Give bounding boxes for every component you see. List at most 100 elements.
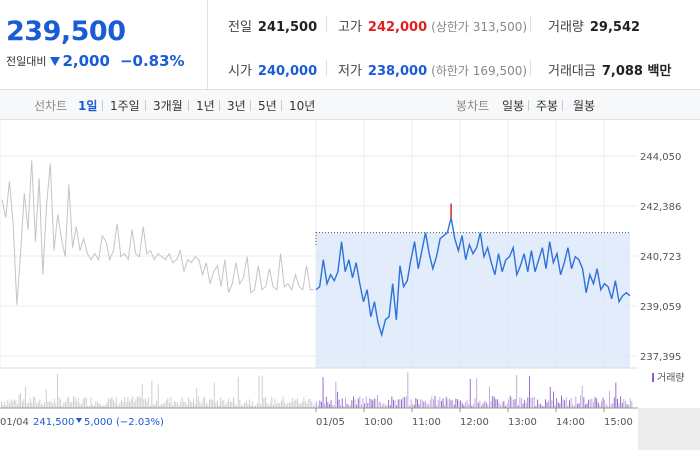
- volume-bars: [1, 372, 633, 408]
- x-tick-label: 10:00: [364, 417, 393, 428]
- divider: [102, 100, 103, 111]
- volume-bar: [282, 396, 284, 408]
- volume-bar: [266, 402, 268, 408]
- candle-monthly-button[interactable]: 월봉: [573, 99, 596, 113]
- volume-bar: [533, 396, 535, 408]
- volume-bar: [436, 405, 438, 408]
- volume-bar: [141, 383, 143, 408]
- period-1y-button[interactable]: 1년: [196, 99, 215, 113]
- volume-bar: [604, 400, 606, 408]
- volume-bar: [385, 405, 386, 408]
- line-chart-label: 선차트: [34, 99, 68, 113]
- volume-bar: [197, 396, 199, 408]
- period-3m-button[interactable]: 3개월: [153, 99, 183, 113]
- volume-bar: [21, 401, 23, 408]
- volume-bar: [169, 402, 170, 408]
- prev-day-change-percent: (−2.03%): [116, 417, 164, 428]
- period-10y-button[interactable]: 10년: [289, 99, 316, 113]
- volume-bar: [468, 404, 470, 408]
- volume-bar: [89, 405, 90, 408]
- volume-bar: [615, 382, 617, 408]
- volume-bar: [85, 397, 87, 408]
- volume-bar: [129, 401, 130, 408]
- volume-bar: [506, 403, 508, 408]
- volume-bar: [188, 397, 190, 408]
- volume-bar: [114, 402, 116, 408]
- volume-bar: [628, 404, 630, 408]
- volume-bar: [244, 402, 246, 408]
- stat-prev-close: 전일 241,500: [228, 20, 318, 35]
- volume-bar: [157, 384, 159, 408]
- volume-bar: [50, 401, 52, 408]
- volume-bar: [322, 377, 324, 408]
- volume-bar: [521, 398, 522, 408]
- volume-bar: [292, 397, 294, 408]
- y-tick-label: 240,723: [640, 252, 681, 263]
- volume-bar: [313, 405, 314, 408]
- volume-bar: [476, 378, 478, 408]
- period-1d-button[interactable]: 1일: [78, 99, 98, 113]
- candle-weekly-button[interactable]: 주봉: [536, 99, 559, 113]
- volume-bar: [25, 386, 26, 408]
- volume-bar: [316, 401, 318, 408]
- volume-bar: [458, 400, 460, 408]
- volume-bar: [137, 396, 138, 408]
- volume-bar: [359, 396, 361, 408]
- volume-bar: [319, 400, 321, 408]
- prev-day-change: 5,000: [84, 417, 113, 428]
- volume-bar: [541, 405, 543, 408]
- volume-bar: [228, 398, 230, 408]
- volume-bar: [490, 401, 492, 408]
- volume-bar: [289, 402, 290, 408]
- change-label: 전일대비: [6, 55, 47, 68]
- volume-bar: [492, 396, 494, 408]
- volume-bar: [284, 402, 286, 408]
- volume-bar: [194, 403, 196, 408]
- volume-bar: [303, 397, 305, 408]
- volume-bar: [305, 401, 306, 408]
- volume-bar: [340, 405, 342, 408]
- volume-bar: [457, 399, 458, 408]
- volume-bar: [426, 403, 428, 408]
- volume-bar: [529, 375, 530, 408]
- volume-bar: [453, 404, 455, 408]
- volume-bar: [386, 405, 388, 408]
- volume-bar: [181, 397, 183, 408]
- volume-bar: [290, 401, 292, 408]
- period-3y-button[interactable]: 3년: [227, 99, 246, 113]
- volume-bar: [327, 401, 329, 408]
- volume-bar: [399, 398, 401, 408]
- volume-bar: [479, 400, 481, 408]
- period-1w-button[interactable]: 1주일: [110, 99, 140, 113]
- volume-bar: [127, 397, 129, 408]
- volume-bar: [204, 396, 206, 408]
- volume-bar: [372, 400, 374, 408]
- volume-bar: [383, 403, 385, 408]
- volume-bar: [93, 405, 95, 408]
- divider: [562, 100, 563, 111]
- volume-bar: [57, 373, 58, 408]
- volume-bar: [380, 402, 382, 408]
- volume-bar: [474, 398, 476, 408]
- candle-daily-button[interactable]: 일봉: [502, 99, 525, 113]
- period-5y-button[interactable]: 5년: [258, 99, 277, 113]
- volume-bar: [500, 405, 502, 408]
- volume-bar: [511, 397, 513, 408]
- volume-bar: [63, 402, 65, 408]
- volume-bar: [226, 402, 228, 408]
- volume-bar: [329, 404, 330, 408]
- volume-bar: [84, 397, 86, 408]
- volume-bar: [325, 396, 327, 408]
- volume-bar: [297, 398, 298, 408]
- volume-bar: [557, 402, 559, 408]
- axis-corner-panel: [638, 408, 700, 450]
- volume-bar: [610, 404, 612, 408]
- volume-bar: [618, 403, 620, 408]
- volume-bar: [477, 402, 479, 408]
- volume-bar: [445, 396, 447, 408]
- volume-bar: [516, 375, 518, 408]
- volume-bar: [44, 401, 46, 408]
- volume-bar: [106, 401, 108, 408]
- volume-bar: [151, 380, 153, 408]
